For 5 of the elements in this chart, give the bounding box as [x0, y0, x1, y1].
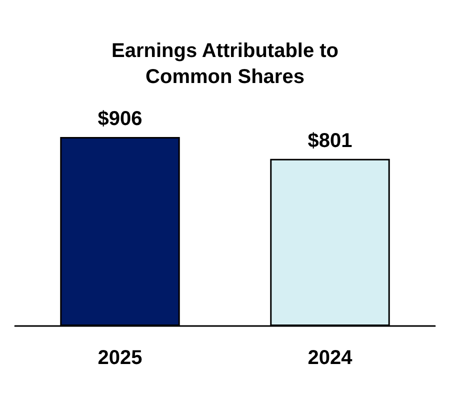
chart-title: Earnings Attributable to Common Shares [111, 40, 339, 88]
data-label: $906 [98, 108, 142, 130]
data-label: $801 [308, 130, 352, 152]
x-tick-label: 2025 [98, 347, 142, 369]
x-tick-label: 2024 [308, 347, 354, 369]
